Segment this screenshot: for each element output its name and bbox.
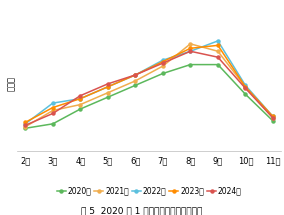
2024年 bbox=[134, 74, 137, 76]
2022年 bbox=[79, 97, 82, 100]
2024年 bbox=[189, 50, 192, 52]
2020年 bbox=[106, 96, 110, 98]
2023年 bbox=[271, 115, 275, 118]
2020年 bbox=[216, 63, 220, 66]
2022年 bbox=[51, 102, 55, 104]
2020年 bbox=[51, 123, 55, 125]
Line: 2022年: 2022年 bbox=[24, 39, 274, 125]
2024年 bbox=[51, 112, 55, 115]
2023年 bbox=[216, 44, 220, 47]
2020年 bbox=[79, 108, 82, 110]
2024年 bbox=[244, 87, 247, 90]
2021年 bbox=[189, 43, 192, 45]
2022年 bbox=[244, 84, 247, 87]
2021年 bbox=[271, 117, 275, 119]
2020年 bbox=[271, 120, 275, 122]
2021年 bbox=[79, 103, 82, 106]
2022年 bbox=[271, 115, 275, 118]
2023年 bbox=[24, 121, 27, 124]
Line: 2021年: 2021年 bbox=[24, 42, 274, 128]
2020年 bbox=[189, 63, 192, 66]
2020年 bbox=[134, 84, 137, 87]
2021年 bbox=[134, 80, 137, 82]
2020年 bbox=[244, 93, 247, 95]
Y-axis label: ，万吨: ，万吨 bbox=[7, 76, 16, 91]
2022年 bbox=[189, 50, 192, 52]
2021年 bbox=[216, 50, 220, 52]
2020年 bbox=[161, 72, 164, 75]
Legend: 2020年, 2021年, 2022年, 2023年, 2024年: 2020年, 2021年, 2022年, 2023年, 2024年 bbox=[54, 184, 245, 199]
2022年 bbox=[161, 59, 164, 61]
Line: 2024年: 2024年 bbox=[24, 50, 274, 127]
2023年 bbox=[244, 86, 247, 88]
2023年 bbox=[161, 60, 164, 63]
2021年 bbox=[244, 86, 247, 88]
2023年 bbox=[51, 106, 55, 109]
2024年 bbox=[216, 56, 220, 58]
2022年 bbox=[106, 86, 110, 88]
2021年 bbox=[161, 65, 164, 67]
2021年 bbox=[51, 109, 55, 112]
2024年 bbox=[79, 94, 82, 97]
2021年 bbox=[24, 126, 27, 128]
Line: 2020年: 2020年 bbox=[24, 63, 274, 130]
2022年 bbox=[24, 123, 27, 125]
2024年 bbox=[106, 83, 110, 85]
2021年 bbox=[106, 91, 110, 94]
2022年 bbox=[134, 74, 137, 76]
Text: 图 5  2020 年 1 月以来水产饲料产量变化: 图 5 2020 年 1 月以来水产饲料产量变化 bbox=[81, 206, 203, 215]
2024年 bbox=[161, 62, 164, 64]
2023年 bbox=[134, 74, 137, 76]
2024年 bbox=[24, 124, 27, 127]
Line: 2023年: 2023年 bbox=[24, 44, 274, 124]
2024年 bbox=[271, 117, 275, 119]
2023年 bbox=[106, 86, 110, 88]
2020年 bbox=[24, 127, 27, 130]
2023年 bbox=[79, 97, 82, 100]
2022年 bbox=[216, 40, 220, 42]
2023年 bbox=[189, 47, 192, 50]
